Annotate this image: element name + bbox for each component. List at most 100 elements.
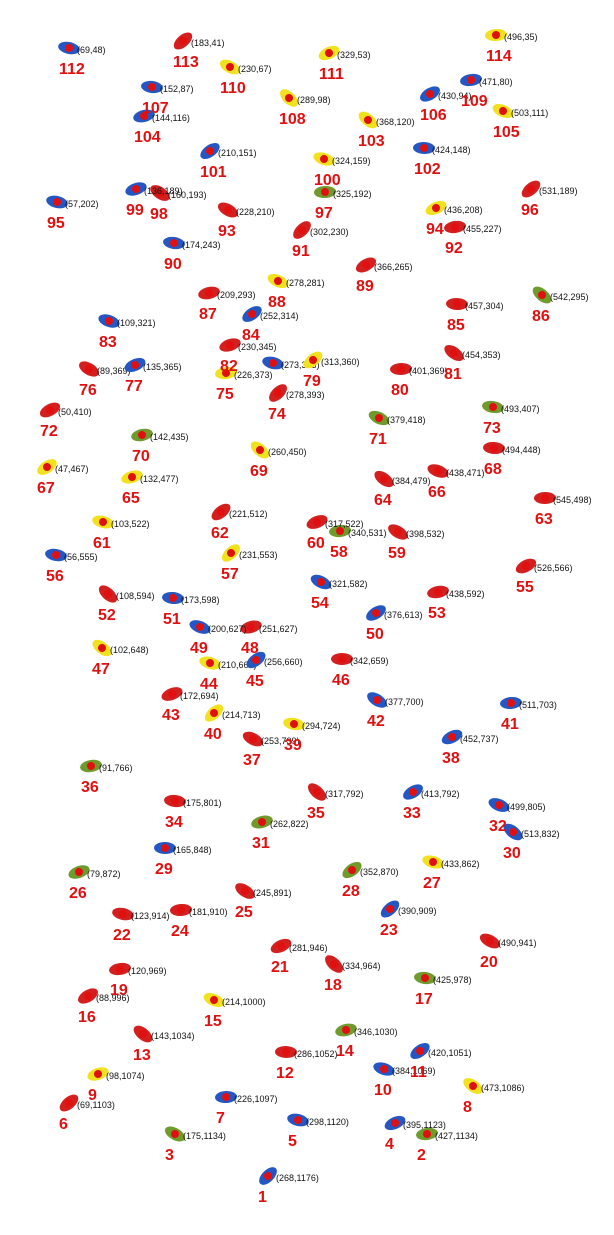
item-number: 23 [380,922,398,939]
center-dot [98,644,106,652]
center-dot [434,588,442,596]
center-dot [274,277,282,285]
item-number: 17 [415,991,433,1008]
item-number: 44 [200,676,218,693]
item-number: 83 [99,334,117,351]
coord-label: (200,627) [208,624,247,634]
coord-label: (183,41) [191,38,225,48]
center-dot [277,942,285,950]
coord-label: (302,230) [310,227,349,237]
center-dot [294,1116,302,1124]
coord-label: (395,1123) [403,1120,446,1130]
center-dot [256,446,264,454]
item-number: 32 [489,818,507,835]
center-dot [309,356,317,364]
center-dot [342,1026,350,1034]
item-number: 5 [288,1133,297,1150]
coord-label: (473,1086) [481,1083,525,1093]
center-dot [46,406,54,414]
center-dot [421,974,429,982]
item-number: 36 [81,779,99,796]
item-number: 20 [480,954,498,971]
coord-label: (368,120) [376,117,415,127]
coord-label: (260,450) [268,447,307,457]
item-number: 47 [92,661,110,678]
coord-label: (321,582) [329,579,368,589]
coord-label: (390,909) [398,906,437,916]
center-dot [206,659,214,667]
item-number: 98 [150,206,168,223]
center-dot [210,709,218,717]
center-dot [432,204,440,212]
coord-label: (377,700) [385,697,424,707]
coord-label: (289,98) [297,95,331,105]
center-dot [248,310,256,318]
center-dot [226,341,234,349]
item-number: 53 [428,605,446,622]
item-number: 107 [142,100,169,117]
center-dot [224,206,232,214]
item-number: 11 [410,1064,427,1081]
coord-label: (398,532) [406,529,445,539]
item-number: 16 [78,1009,96,1026]
center-dot [171,1130,179,1138]
coord-label: (47,467) [55,464,89,474]
center-dot [85,365,93,373]
item-number: 35 [307,805,325,822]
coord-label: (56,555) [64,552,98,562]
item-number: 40 [204,726,222,743]
coord-label: (214,1000) [222,997,266,1007]
coord-label: (511,703) [519,700,557,710]
item-number: 64 [374,492,392,509]
item-number: 56 [46,568,64,585]
center-dot [317,578,325,586]
coord-label: (120,969) [128,966,167,976]
item-number: 52 [98,607,116,624]
center-dot [391,1119,399,1127]
item-number: 69 [250,463,268,480]
item-number: 109 [461,93,488,110]
center-dot [258,818,266,826]
item-number: 19 [110,982,128,999]
item-number: 34 [165,814,183,831]
coord-label: (457,304) [465,301,504,311]
coord-label: (210,151) [218,148,257,158]
center-dot [169,594,177,602]
center-dot [426,90,434,98]
center-dot [84,992,92,1000]
center-dot [490,444,498,452]
center-dot [397,365,405,373]
coord-label: (493,407) [501,404,540,414]
coord-label: (499,805) [507,802,546,812]
center-dot [330,960,338,968]
center-dot [264,1172,272,1180]
item-number: 51 [163,611,181,628]
coord-label: (230,345) [238,342,277,352]
coord-label: (317,792) [325,789,364,799]
item-number: 82 [220,358,238,375]
item-number: 30 [503,845,521,862]
center-dot [298,226,306,234]
coord-label: (142,435) [150,432,189,442]
center-dot [373,696,381,704]
item-number: 21 [271,959,289,976]
item-number: 49 [190,640,208,657]
coord-label: (226,1097) [234,1094,278,1104]
coord-label: (175,1134) [183,1131,226,1141]
item-number: 43 [162,707,180,724]
item-number: 112 [59,61,85,78]
center-dot [53,198,61,206]
coord-label: (278,281) [286,278,325,288]
coord-label: (79,872) [87,869,121,879]
center-dot [527,185,535,193]
item-number: 84 [242,327,260,344]
center-dot [161,844,169,852]
coord-label: (384,479) [392,476,431,486]
coord-label: (69,1103) [77,1100,115,1110]
coord-label: (427,1134) [435,1131,478,1141]
coord-label: (454,353) [462,350,501,360]
item-number: 2 [417,1147,426,1164]
item-number: 108 [279,111,306,128]
coord-label: (346,1030) [354,1027,398,1037]
item-number: 4 [385,1136,394,1153]
